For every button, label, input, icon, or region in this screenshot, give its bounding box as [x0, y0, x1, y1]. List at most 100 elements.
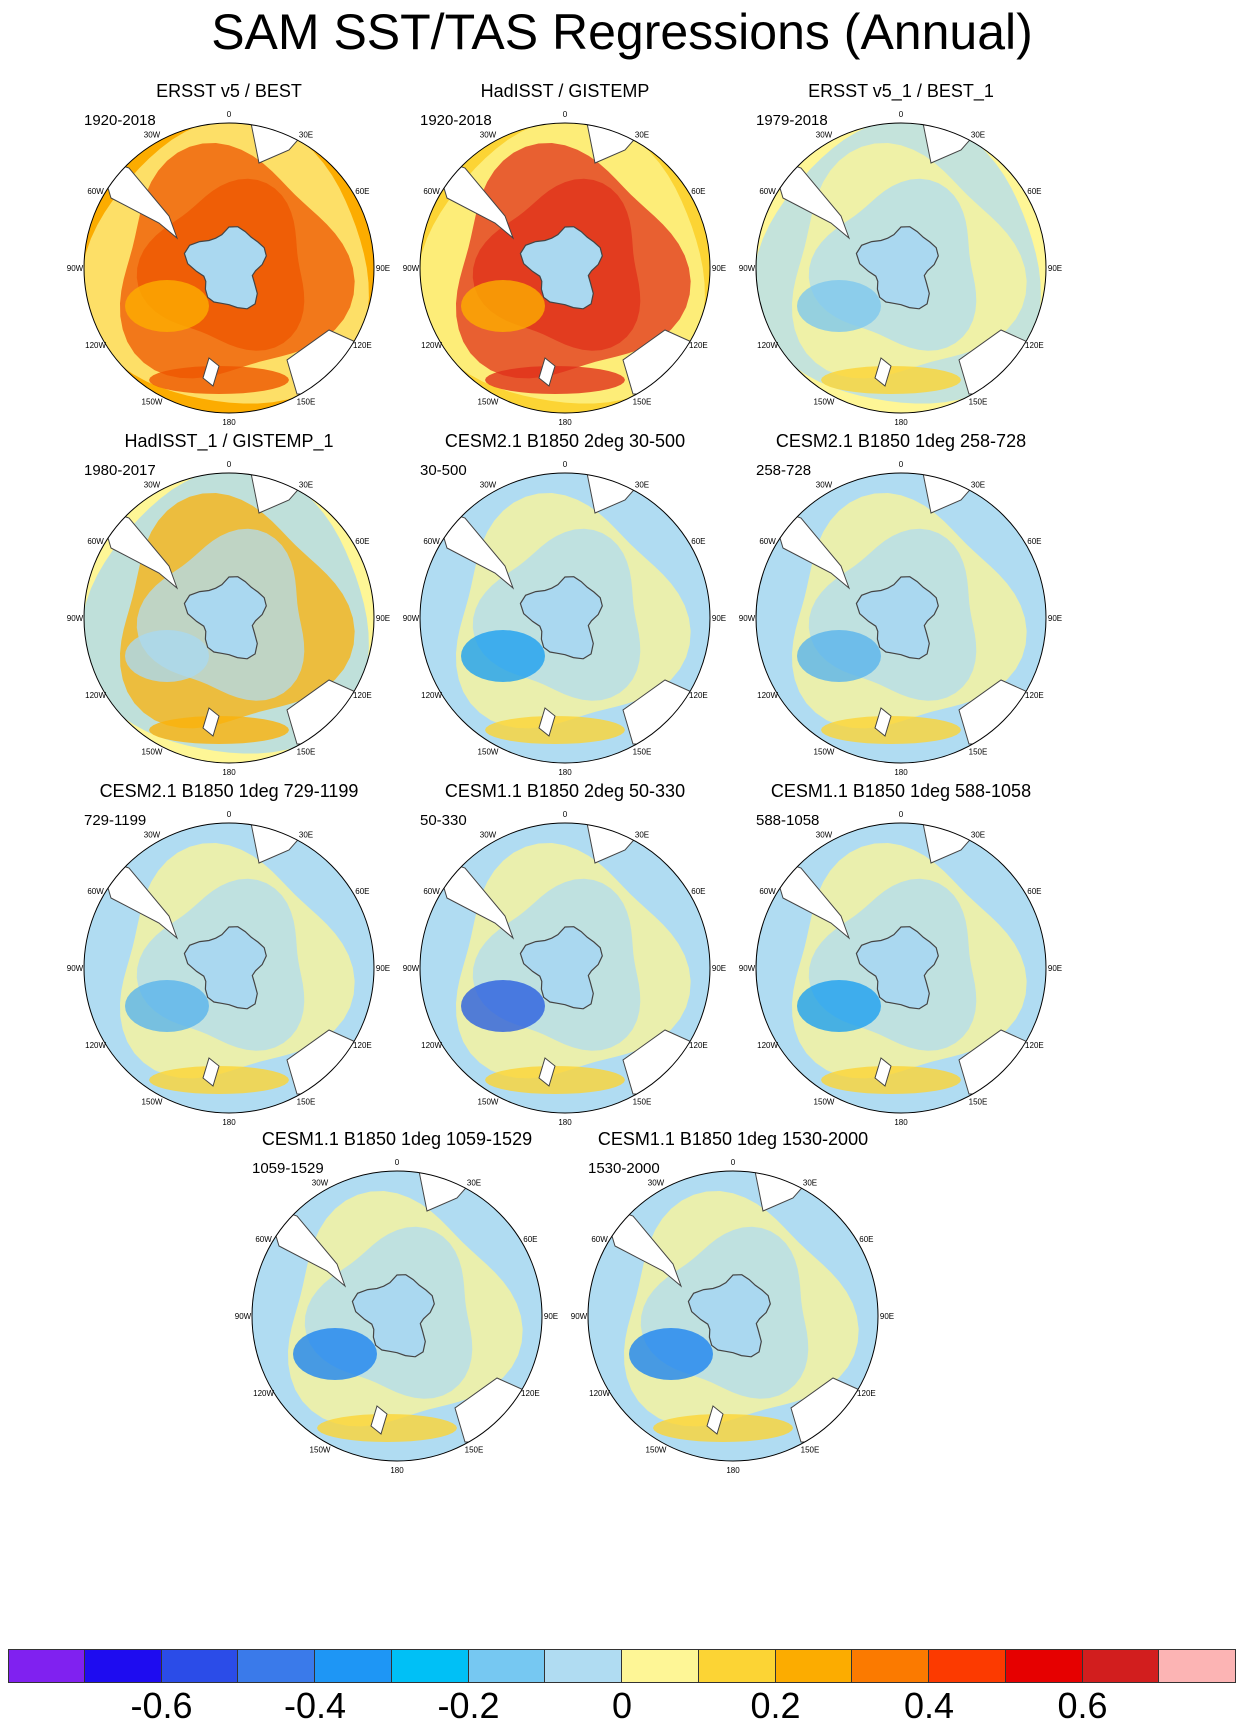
longitude-label: 60W — [423, 537, 440, 546]
polar-map: 0 30E 60E 90E 120E 150E 180 150W 120W 90W 60W 30W — [67, 110, 390, 427]
longitude-label: 90E — [376, 964, 390, 973]
antarctica-outline — [855, 226, 939, 310]
warm-tongue — [821, 366, 961, 394]
pacific-anomaly — [629, 1328, 713, 1380]
anomaly-field — [420, 123, 710, 413]
longitude-label: 0 — [731, 1158, 736, 1167]
longitude-label: 150E — [969, 747, 988, 756]
new-zealand-outline — [202, 357, 220, 387]
longitude-label: 60W — [759, 887, 776, 896]
colorbar-swatch — [545, 1649, 622, 1683]
antarctica-outline — [351, 1274, 435, 1358]
longitude-label: 60E — [859, 1235, 873, 1244]
longitude-label: 60E — [355, 537, 369, 546]
warm-tongue — [653, 1414, 793, 1442]
antarctica-outline — [519, 926, 603, 1010]
longitude-label: 150E — [969, 1097, 988, 1106]
antarctica-outline — [519, 226, 603, 310]
panel-period: 1059-1529 — [252, 1160, 324, 1177]
map-panel: CESM1.1 B1850 1deg 1530-2000 1530-2000 0 30… — [568, 1128, 898, 1498]
map-panel: CESM2.1 B1850 1deg 729-1199 729-1199 0 30E 6… — [64, 780, 394, 1150]
panel-period: 1920-2018 — [420, 112, 492, 129]
panel-period: 1920-2018 — [84, 112, 156, 129]
antarctica-outline — [855, 926, 939, 1010]
colorbar-tick-label: 0.2 — [750, 1685, 801, 1726]
longitude-label: 30E — [971, 831, 985, 840]
longitude-label: 120E — [521, 1389, 540, 1398]
map-border — [419, 472, 711, 764]
map-border — [587, 1170, 879, 1462]
anomaly-field — [84, 823, 374, 1113]
panel-title: CESM1.1 B1850 1deg 588-1058 — [770, 781, 1032, 801]
longitude-label: 60E — [1027, 887, 1041, 896]
longitude-label: 150E — [633, 1097, 652, 1106]
longitude-label: 150W — [142, 397, 163, 406]
longitude-label: 60W — [423, 187, 440, 196]
anomaly-field — [84, 123, 374, 413]
polar-map: 0 30E 60E 90E 120E 150E 180 150W 120W 90W 60W 30W — [67, 810, 390, 1127]
panel-period: 1979-2018 — [756, 112, 828, 129]
longitude-label: 90W — [403, 964, 420, 973]
longitude-label: 120W — [421, 691, 442, 700]
longitude-label: 60E — [691, 187, 705, 196]
longitude-label: 150W — [142, 747, 163, 756]
colorbar-swatch — [929, 1649, 1006, 1683]
longitude-label: 0 — [899, 460, 904, 469]
longitude-label: 120W — [757, 1041, 778, 1050]
colorbar-swatch — [238, 1649, 315, 1683]
longitude-label: 120E — [857, 1389, 876, 1398]
new-zealand-outline — [874, 707, 892, 737]
pacific-anomaly — [125, 980, 209, 1032]
pacific-anomaly — [461, 280, 545, 332]
longitude-label: 120E — [689, 341, 708, 350]
colorbar-swatch — [84, 1649, 162, 1683]
longitude-label: 150W — [814, 397, 835, 406]
longitude-label: 0 — [395, 1158, 400, 1167]
polar-map: 0 30E 60E 90E 120E 150E 180 150W 120W 90W 60W 30W — [739, 810, 1062, 1127]
longitude-label: 60W — [255, 1235, 272, 1244]
longitude-label: 120E — [689, 691, 708, 700]
pacific-anomaly — [125, 630, 209, 682]
colorbar-tick-label: 0 — [611, 1685, 633, 1726]
map-border — [755, 122, 1047, 414]
longitude-label: 180 — [558, 418, 572, 427]
panel-period: 30-500 — [420, 462, 467, 479]
longitude-label: 0 — [899, 810, 904, 819]
colorbar-swatch — [1005, 1649, 1083, 1683]
colorbar-swatch — [1159, 1649, 1236, 1683]
map-border — [83, 122, 375, 414]
panel-title: HadISST / GISTEMP — [480, 81, 650, 101]
new-zealand-outline — [538, 707, 556, 737]
longitude-label: 0 — [899, 110, 904, 119]
longitude-label: 120W — [757, 691, 778, 700]
longitude-label: 180 — [558, 768, 572, 777]
pacific-anomaly — [797, 630, 881, 682]
anomaly-field — [756, 473, 1046, 763]
longitude-label: 120E — [353, 1041, 372, 1050]
antarctica-outline — [183, 576, 267, 660]
map-panel: CESM1.1 B1850 2deg 50-330 50-330 0 30E 60E 90… — [400, 780, 730, 1150]
colorbar-tick-label: -0.2 — [437, 1685, 500, 1726]
longitude-label: 90E — [376, 264, 390, 273]
longitude-label: 120E — [353, 341, 372, 350]
map-border — [419, 122, 711, 414]
new-zealand-outline — [874, 1057, 892, 1087]
longitude-label: 30W — [480, 831, 497, 840]
longitude-label: 150E — [297, 397, 316, 406]
longitude-label: 30W — [480, 131, 497, 140]
longitude-label: 30W — [816, 481, 833, 490]
longitude-label: 90W — [403, 264, 420, 273]
colorbar-swatch — [622, 1649, 699, 1683]
longitude-label: 30E — [971, 131, 985, 140]
polar-map: 0 30E 60E 90E 120E 150E 180 150W 120W 90W 60W 30W — [235, 1158, 558, 1475]
colorbar — [8, 1649, 1236, 1683]
warm-tongue — [317, 1414, 457, 1442]
longitude-label: 90E — [712, 614, 726, 623]
longitude-label: 0 — [563, 460, 568, 469]
warm-tongue — [821, 1066, 961, 1094]
colorbar-tick-label: -0.4 — [283, 1685, 347, 1726]
map-panel: CESM2.1 B1850 1deg 258-728 258-728 0 30E 60E… — [736, 430, 1066, 800]
longitude-label: 180 — [558, 1118, 572, 1127]
panel-title: CESM2.1 B1850 1deg 258-728 — [775, 431, 1027, 451]
longitude-label: 120W — [253, 1389, 274, 1398]
